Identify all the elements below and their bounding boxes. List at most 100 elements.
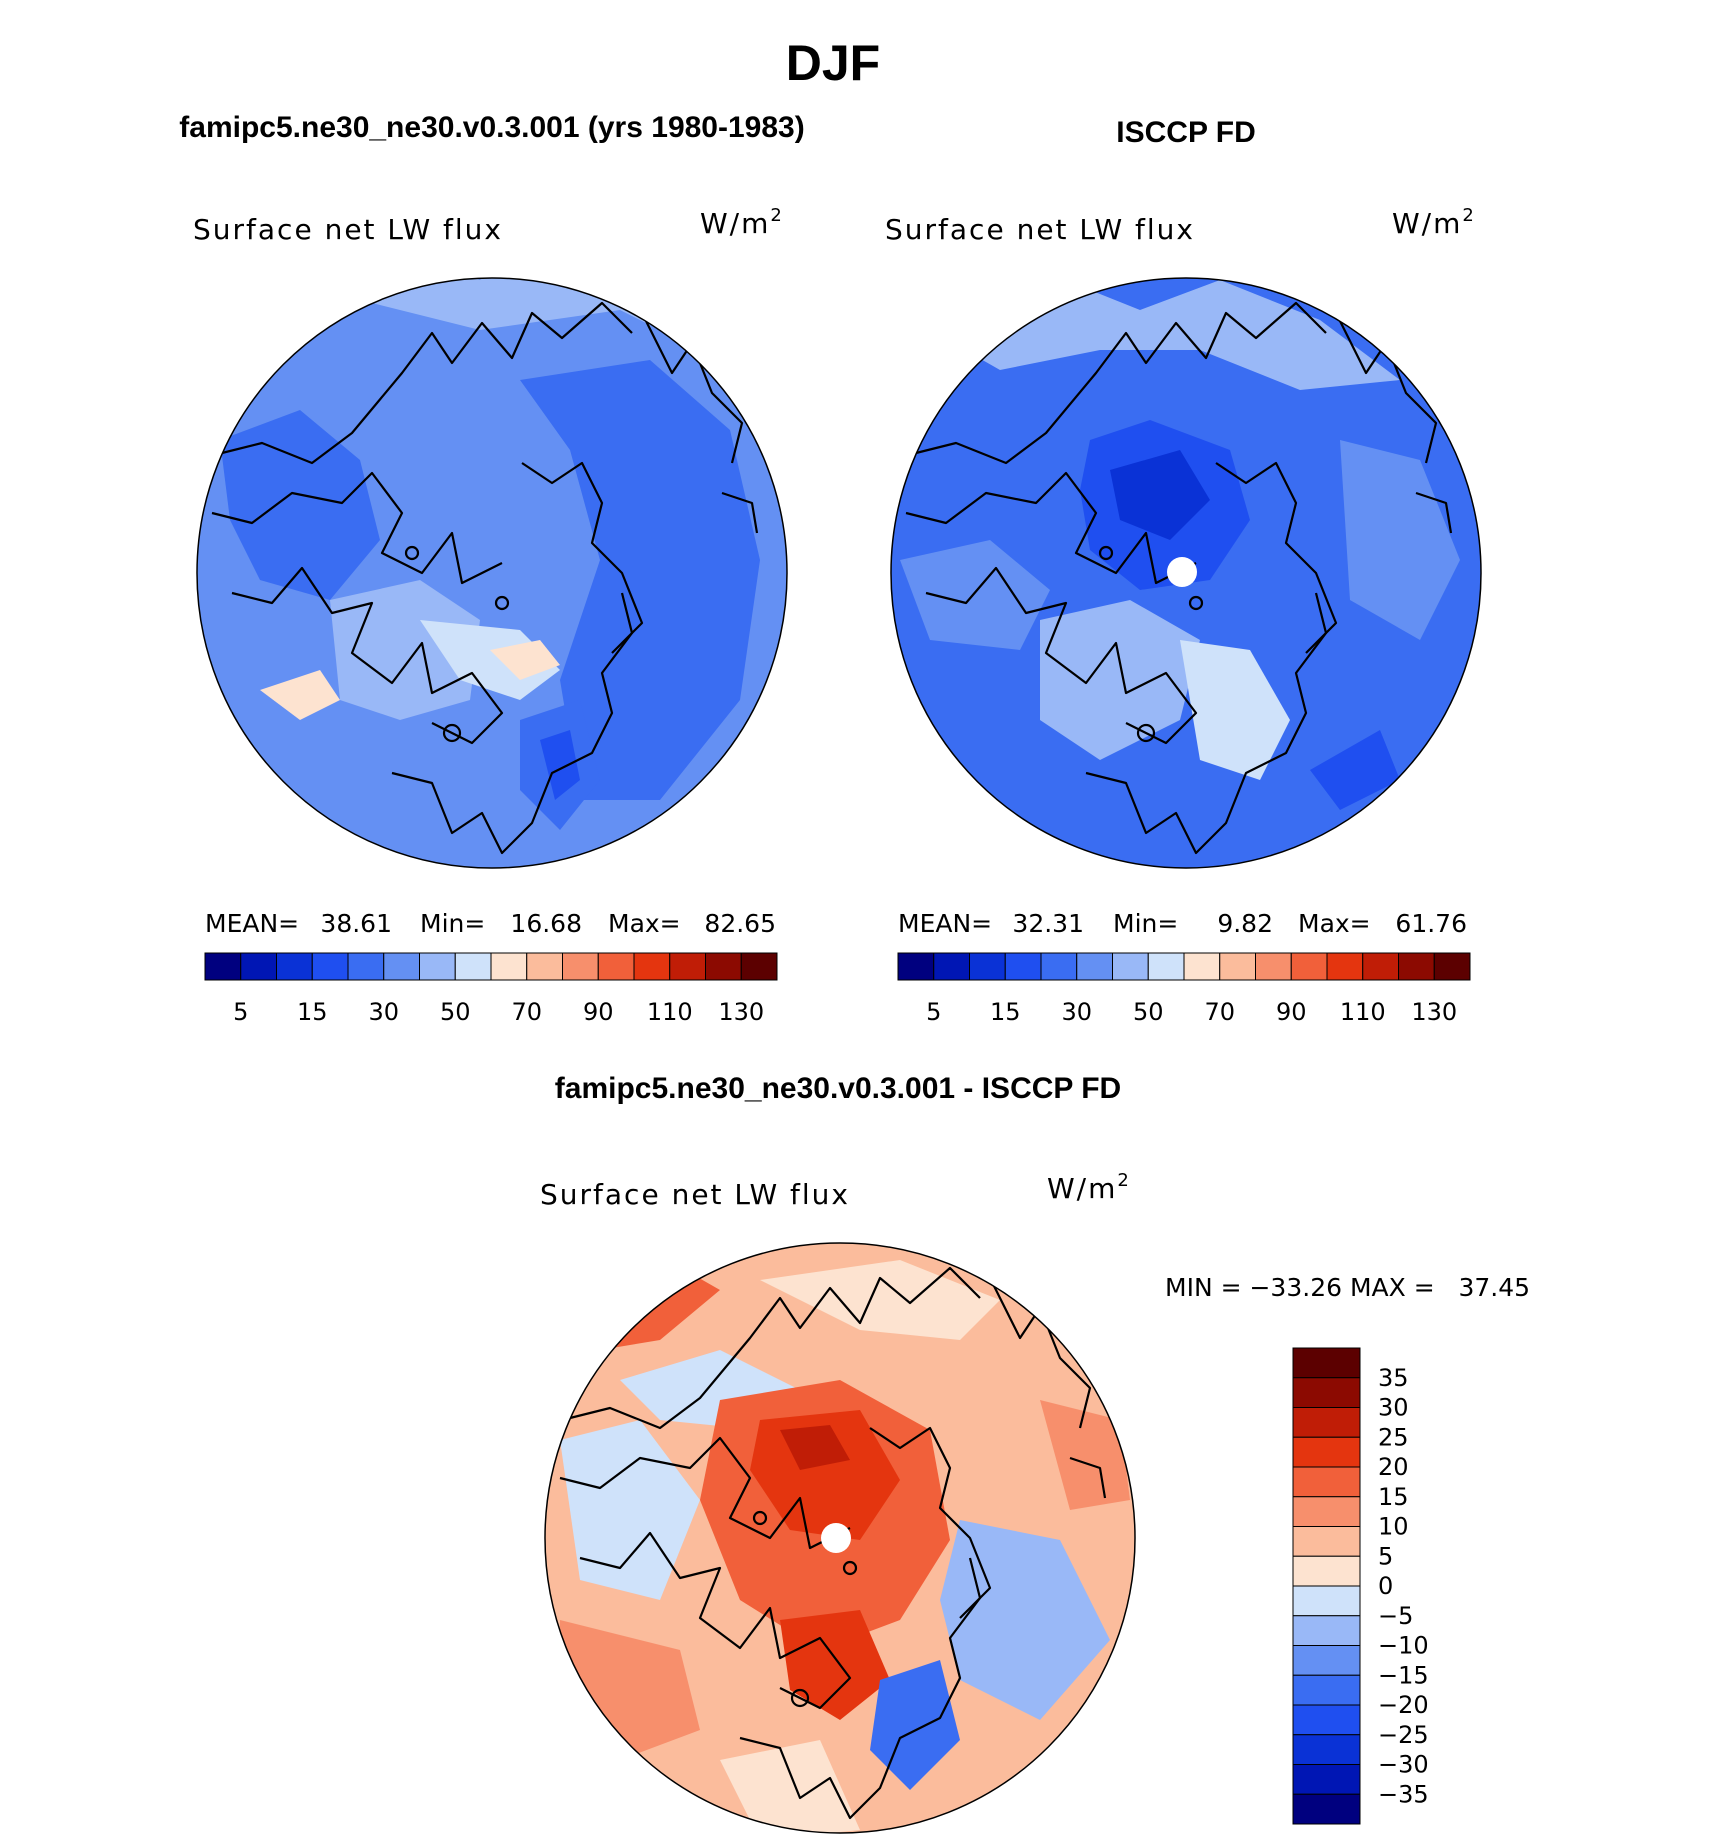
diff-colorbar-tick-label: −25	[1378, 1721, 1429, 1749]
panel-1-colorbar-tick-label: 90	[583, 998, 614, 1026]
panel-1-map	[197, 278, 787, 868]
diff-colorbar-swatch	[1292, 1615, 1361, 1646]
diff-colorbar-tick-label: 10	[1378, 1513, 1409, 1541]
panel-1-colorbar-swatch	[454, 952, 492, 981]
diff-colorbar-tick-label: −5	[1378, 1602, 1413, 1630]
diff-units: W/m2	[1047, 1170, 1131, 1205]
diff-colorbar-swatch	[1292, 1674, 1361, 1706]
panel-1-colorbar: 5 15 30 50 70 90 110 130	[204, 952, 778, 1026]
panel-2-colorbar-swatch	[1219, 952, 1256, 981]
panel-1-colorbar-swatch	[597, 952, 635, 981]
panel-1-min-label: Min=	[420, 909, 485, 938]
diff-colorbar-swatch	[1292, 1407, 1361, 1438]
panel-2-region-pole-dark	[1110, 450, 1210, 540]
diff-header: famipc5.ne30_ne30.v0.3.001 - ISCCP FD	[555, 1072, 1121, 1105]
panel-2-colorbar-tick-label: 5	[926, 998, 941, 1026]
panel-2-region-east-dark	[1310, 730, 1400, 810]
panel-2-colorbar-swatch	[1433, 952, 1471, 981]
panel-2-variable: Surface net LW flux	[885, 213, 1195, 246]
panel-2-min-label: Min=	[1113, 909, 1178, 938]
panel-1-colorbar-tick-label: 5	[233, 998, 248, 1026]
diff-colorbar-tick-label: −30	[1378, 1751, 1429, 1779]
diff-colorbar-tick-label: 15	[1378, 1483, 1409, 1511]
panel-2-colorbar-tick-label: 90	[1276, 998, 1307, 1026]
panel-1-variable: Surface net LW flux	[193, 213, 503, 246]
diff-region-bottom-light	[720, 1740, 860, 1833]
diff-colorbar-swatch	[1292, 1793, 1361, 1825]
panel-1-colorbar-tick-label: 15	[297, 998, 328, 1026]
diff-colorbar-swatch	[1292, 1704, 1361, 1736]
panel-1-colorbar-swatch	[419, 952, 456, 981]
panel-1-region-eurasia	[520, 360, 760, 800]
panel-2-stats: MEAN= 32.31 Min= 9.82 Max= 61.76	[898, 909, 1467, 938]
panel-1-region-atlantic	[420, 620, 560, 700]
panel-1-colorbar-tick-label: 50	[440, 998, 471, 1026]
diff-colorbar-swatch	[1292, 1526, 1361, 1557]
panel-1-colorbar-swatch	[490, 952, 528, 981]
panel-2-max-value: 61.76	[1395, 909, 1467, 938]
diff-region-center-darkest	[780, 1425, 850, 1470]
panel-2-colorbar-swatch	[1112, 952, 1149, 981]
panel-2-colorbar-tick-label: 15	[990, 998, 1021, 1026]
panel-1-colorbar-swatch	[311, 952, 349, 981]
diff-colorbar-tick-label: −10	[1378, 1632, 1429, 1660]
diff-colorbar-swatch	[1292, 1436, 1361, 1468]
panel-2-colorbar-swatch	[1398, 952, 1435, 981]
panel-1-colorbar-swatch	[240, 952, 277, 981]
diff-colorbar-swatch	[1292, 1734, 1361, 1765]
panel-2-colorbar-tick-label: 70	[1204, 998, 1235, 1026]
panel-2-colorbar-swatch	[1004, 952, 1042, 981]
panel-2-colorbar-swatch	[1290, 952, 1328, 981]
diff-minmax: MIN = −33.26 MAX = 37.45	[1165, 1273, 1530, 1302]
panel-2-colorbar-tick-label: 130	[1411, 998, 1457, 1026]
panel-1-header: famipc5.ne30_ne30.v0.3.001 (yrs 1980-198…	[179, 111, 804, 144]
panel-2-header: ISCCP FD	[1116, 116, 1255, 149]
panel-1-colorbar-swatch	[633, 952, 671, 981]
panel-2-colorbar-swatch	[933, 952, 970, 981]
panel-1-colorbar-tick-label: 130	[718, 998, 764, 1026]
panel-1-region-outer-light	[200, 278, 760, 360]
panel-1-colorbar-swatch	[705, 952, 742, 981]
diff-colorbar-tick-label: 35	[1378, 1364, 1409, 1392]
panel-1-region-warm-2	[260, 670, 340, 720]
panel-2-colorbar-swatch	[1255, 952, 1292, 981]
panel-2-mean-label: MEAN=	[898, 909, 992, 938]
panel-2-map	[891, 278, 1481, 868]
panel-2-max-label: Max=	[1298, 909, 1371, 938]
panel-2-region-left-light	[900, 540, 1050, 650]
figure-title: DJF	[786, 35, 880, 91]
panel-2-region-atlantic-light	[1180, 640, 1290, 780]
panel-1-max-value: 82.65	[704, 909, 776, 938]
panel-1-colorbar-tick-label: 110	[647, 998, 693, 1026]
diff-colorbar-swatch	[1292, 1645, 1361, 1676]
panel-1-colorbar-swatch	[740, 952, 778, 981]
panel-1-min-value: 16.68	[510, 909, 582, 938]
diff-colorbar-swatch	[1292, 1377, 1361, 1408]
diff-region-top-light	[760, 1260, 1000, 1340]
diff-colorbar-tick-label: 0	[1378, 1572, 1393, 1600]
panel-1-colorbar-swatch	[347, 952, 385, 981]
panel-2-pole-hole	[1167, 557, 1197, 587]
diff-colorbar-swatch	[1292, 1466, 1361, 1498]
panel-1-colorbar-swatch	[669, 952, 706, 981]
panel-1-region-warm-1	[490, 640, 560, 680]
diff-colorbar-swatch	[1292, 1496, 1361, 1527]
diff-colorbar-swatch	[1292, 1585, 1361, 1617]
panel-2-colorbar-swatch	[897, 952, 935, 981]
diff-colorbar-tick-label: 25	[1378, 1423, 1409, 1451]
panel-2-colorbar-swatch	[1362, 952, 1399, 981]
panel-2-region-east-light	[1340, 440, 1460, 640]
panel-1-colorbar-swatch	[526, 952, 563, 981]
panel-1-colorbar-swatch	[204, 952, 242, 981]
panel-1-stats: MEAN= 38.61 Min= 16.68 Max= 82.65	[205, 909, 776, 938]
diff-colorbar-tick-label: −35	[1378, 1780, 1429, 1808]
panel-2-colorbar-swatch	[1326, 952, 1364, 981]
panel-1-colorbar-tick-label: 70	[511, 998, 542, 1026]
diff-pole-hole	[821, 1523, 851, 1553]
panel-2-min-value: 9.82	[1217, 909, 1273, 938]
diff-map	[545, 1243, 1135, 1833]
panel-2-colorbar-tick-label: 50	[1133, 998, 1164, 1026]
panel-2-colorbar-swatch	[1147, 952, 1185, 981]
